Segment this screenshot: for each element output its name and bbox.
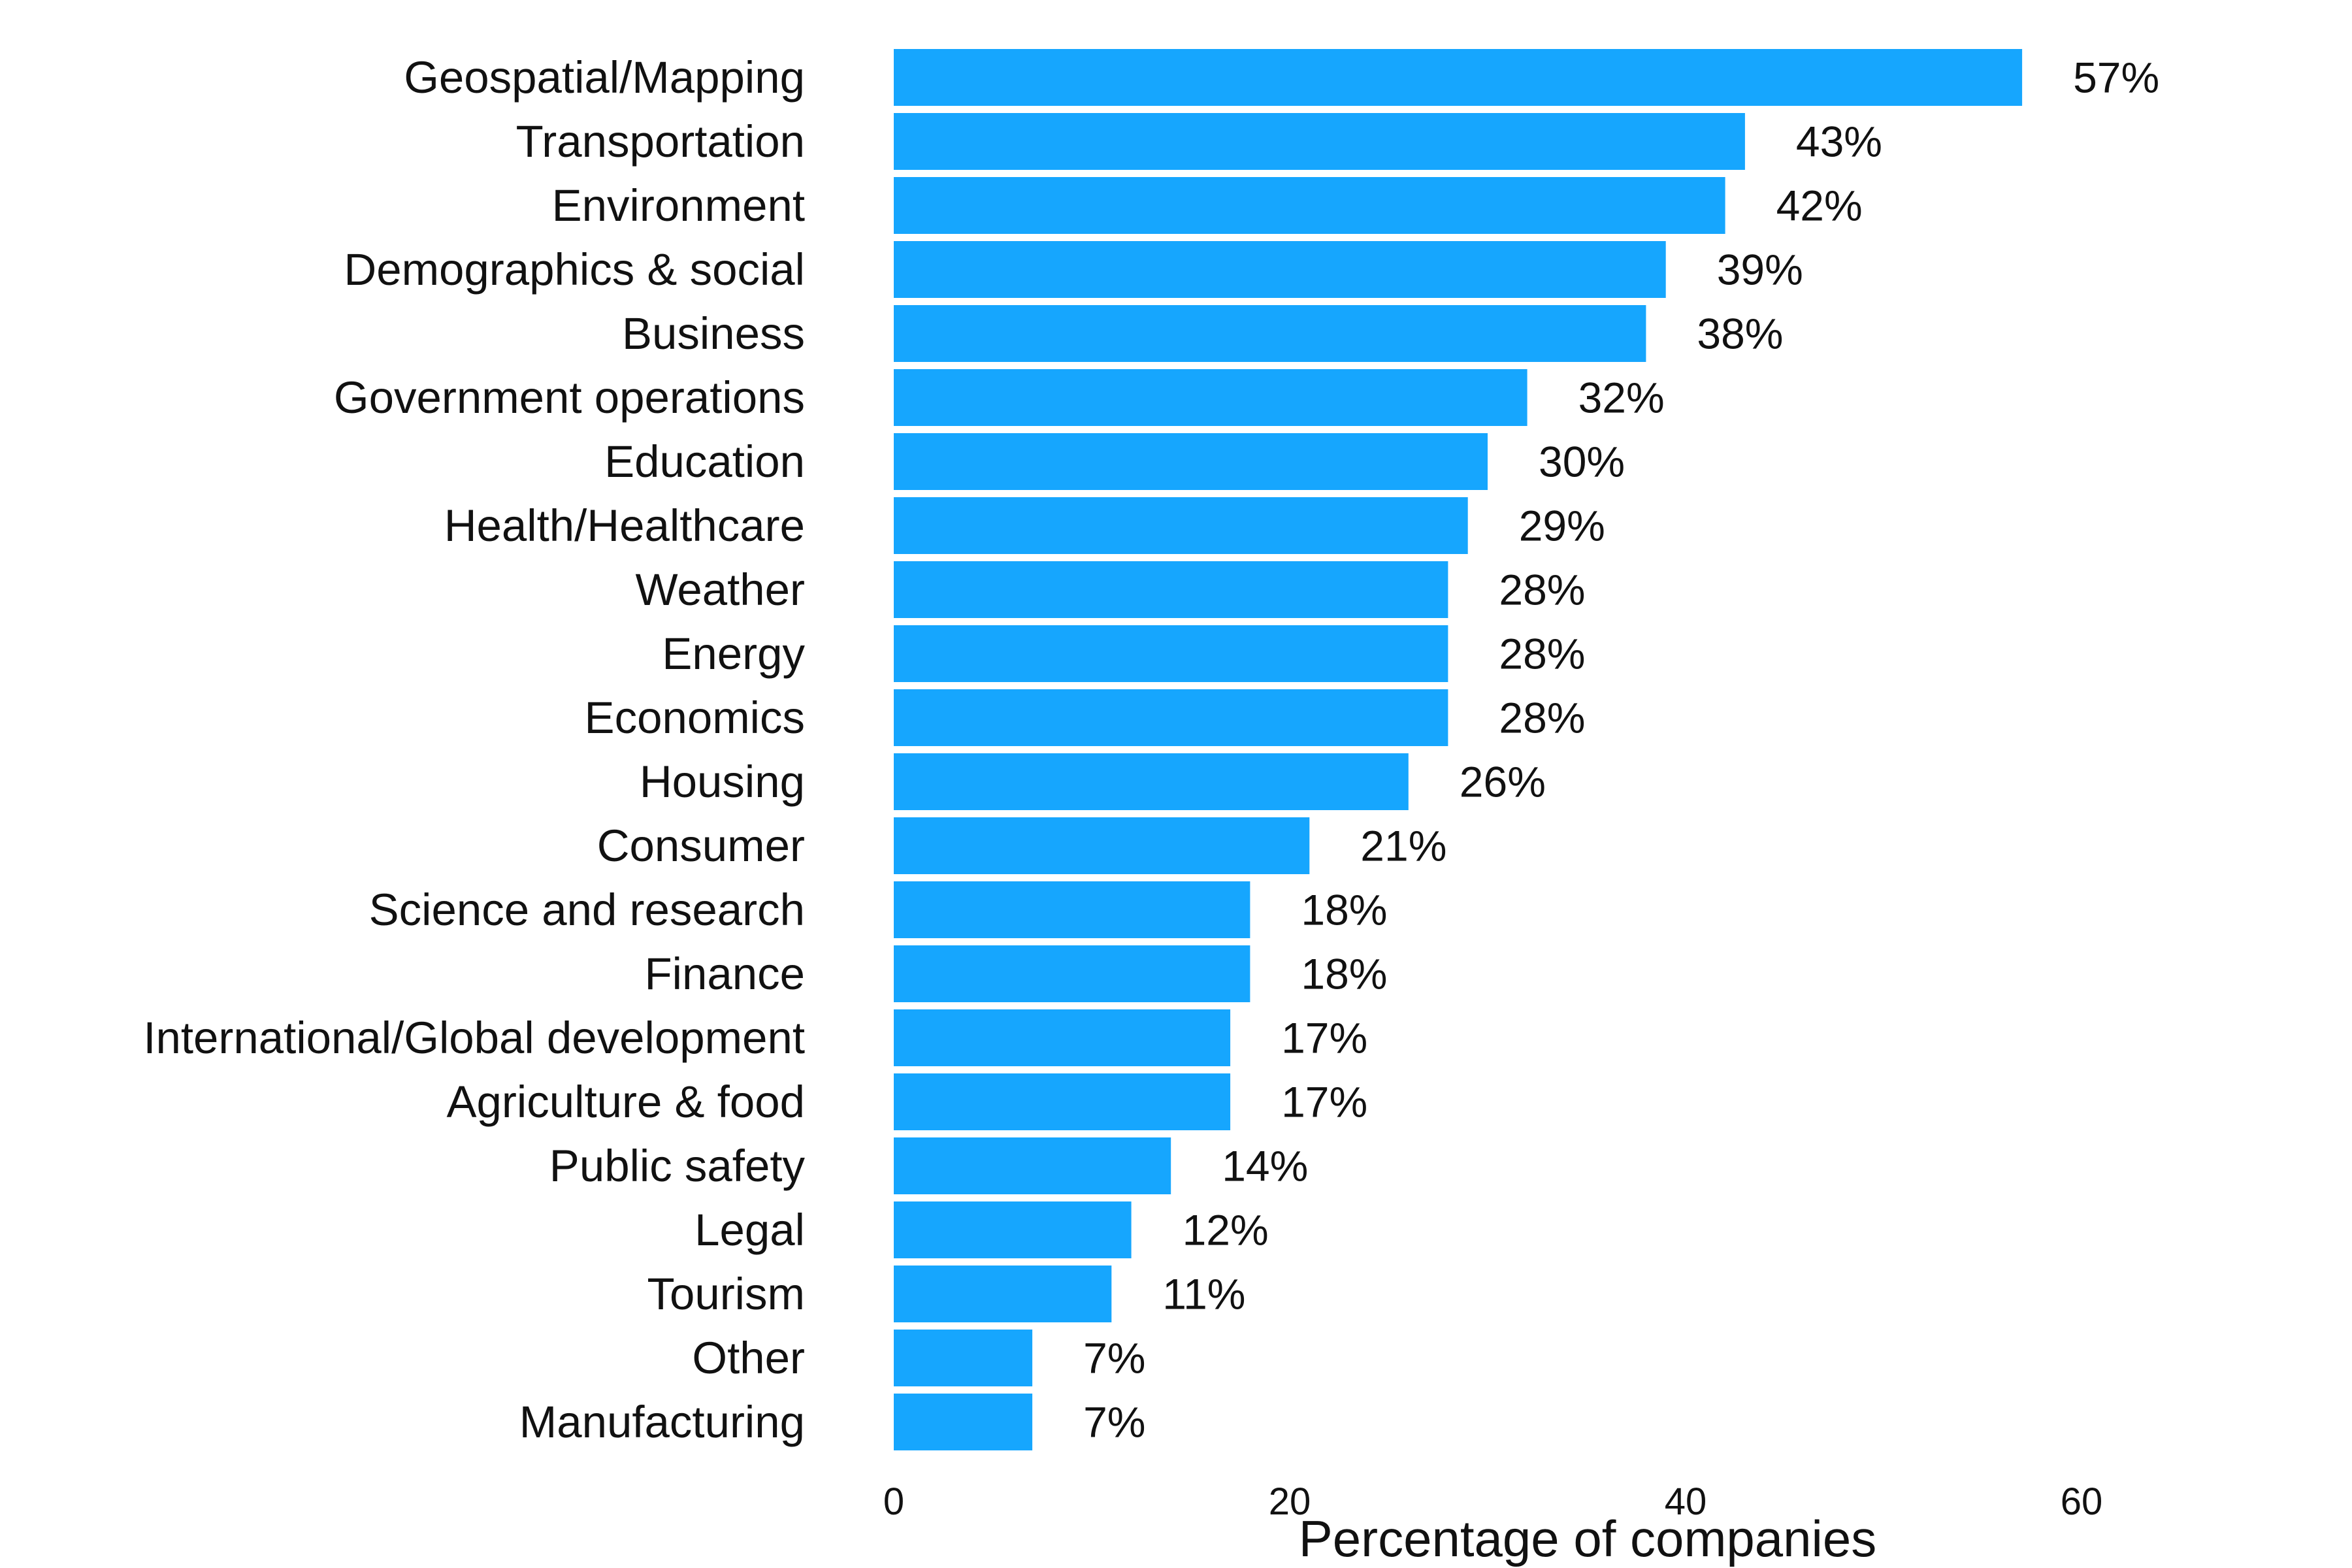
category-label: Legal [694, 1205, 805, 1255]
value-label: 57% [2073, 54, 2159, 102]
value-label: 12% [1183, 1206, 1269, 1254]
value-label: 26% [1460, 758, 1546, 806]
category-label: Environment [552, 180, 805, 231]
value-label: 17% [1281, 1078, 1367, 1126]
x-axis-title: Percentage of companies [1299, 1510, 1877, 1567]
category-label: Geospatial/Mapping [404, 52, 805, 103]
bar [894, 1330, 1033, 1386]
category-label: Manufacturing [519, 1397, 805, 1447]
category-label: Consumer [597, 821, 805, 871]
category-label: Agriculture & food [447, 1077, 805, 1127]
bar [894, 1137, 1171, 1194]
category-label: Business [622, 308, 805, 359]
bar [894, 1394, 1033, 1450]
category-label: Public safety [549, 1141, 806, 1191]
bar [894, 241, 1666, 298]
bar [894, 625, 1448, 682]
bar [894, 113, 1745, 170]
value-label: 28% [1499, 566, 1585, 614]
value-label: 14% [1222, 1142, 1308, 1190]
bar [894, 177, 1725, 234]
category-label: Tourism [647, 1269, 805, 1319]
value-label: 18% [1301, 886, 1387, 934]
x-tick-label: 0 [883, 1480, 904, 1523]
category-label: Health/Healthcare [444, 500, 805, 551]
category-label: Economics [585, 693, 805, 743]
bar [894, 369, 1527, 426]
bars-group [894, 49, 2023, 1450]
value-label: 29% [1519, 502, 1605, 550]
bar [894, 1266, 1112, 1322]
x-axis-ticks-group: 0 20 40 60 [883, 1480, 2102, 1523]
value-label: 18% [1301, 950, 1387, 998]
value-label: 32% [1578, 374, 1665, 422]
x-tick-label: 40 [1665, 1480, 1707, 1523]
bar [894, 497, 1468, 554]
value-label: 39% [1717, 246, 1803, 294]
value-label: 11% [1162, 1270, 1245, 1318]
category-label: Weather [635, 564, 805, 615]
bar [894, 1073, 1231, 1130]
bar [894, 561, 1448, 618]
value-labels-group: 57% 43% 42% 39% 38% 32% 30% 29% 28% 28% 28% 26% 21% 1… [1083, 54, 2159, 1446]
x-tick-label: 60 [2061, 1480, 2103, 1523]
bar [894, 945, 1250, 1002]
category-label: Energy [662, 629, 805, 679]
bar [894, 689, 1448, 746]
bar [894, 881, 1250, 938]
category-label: Finance [645, 949, 805, 999]
category-labels-group: Geospatial/Mapping Transportation Environm… [143, 52, 805, 1447]
value-label: 38% [1697, 310, 1783, 358]
value-label: 28% [1499, 694, 1585, 742]
value-label: 21% [1360, 822, 1446, 870]
category-label: Government operations [334, 372, 805, 423]
value-label: 28% [1499, 630, 1585, 678]
value-label: 30% [1539, 438, 1625, 486]
bar [894, 1009, 1231, 1066]
x-tick-label: 20 [1269, 1480, 1311, 1523]
category-label: Education [604, 436, 805, 487]
value-label: 7% [1083, 1398, 1145, 1446]
value-label: 7% [1083, 1334, 1145, 1382]
category-label: Demographics & social [344, 244, 805, 295]
category-label: Science and research [369, 885, 805, 935]
category-label: Other [692, 1333, 805, 1383]
value-label: 17% [1281, 1014, 1367, 1062]
value-label: 43% [1796, 118, 1882, 166]
bar [894, 1201, 1132, 1258]
category-label: Transportation [516, 116, 805, 167]
bar [894, 305, 1646, 362]
category-label: Housing [640, 757, 805, 807]
bar [894, 753, 1409, 810]
bar [894, 817, 1310, 874]
category-label: International/Global development [143, 1013, 805, 1063]
bar [894, 49, 2023, 106]
bar [894, 433, 1488, 490]
value-label: 42% [1776, 182, 1863, 230]
